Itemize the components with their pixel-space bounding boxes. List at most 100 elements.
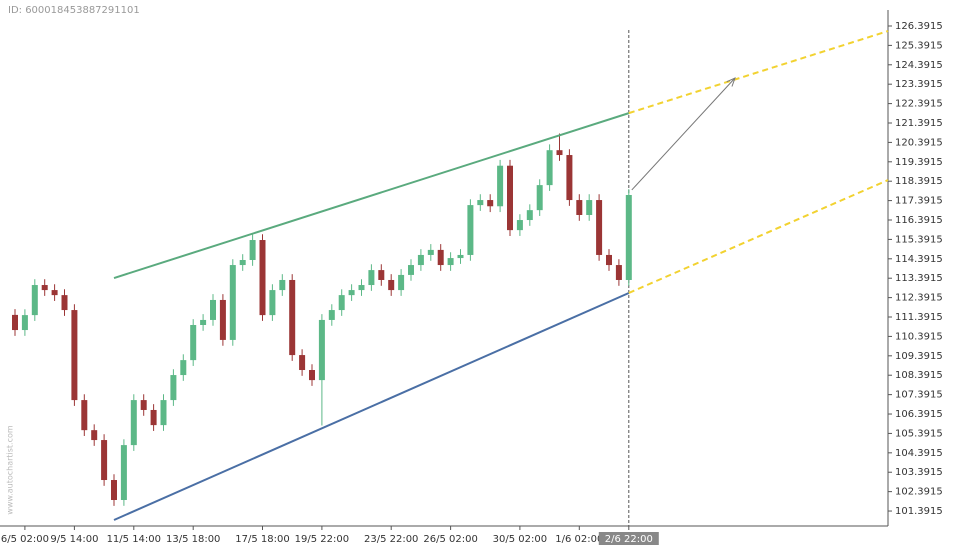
y-tick-label: 108.3915 — [895, 370, 943, 381]
y-tick-label: 112.3915 — [895, 293, 943, 304]
x-label-highlight — [598, 532, 659, 545]
y-tick-label: 110.3915 — [895, 331, 943, 342]
candle-body — [398, 274, 405, 291]
candle-body — [408, 265, 414, 275]
candle-body — [358, 285, 365, 291]
candle-body — [12, 314, 18, 331]
candle-body — [170, 375, 177, 401]
candle-body — [210, 299, 216, 320]
projection-lower — [628, 179, 889, 294]
x-tick-label: 2/6 22:00 — [605, 534, 653, 545]
candle-body — [279, 279, 286, 291]
candle-body — [111, 480, 117, 501]
x-tick-label: 6/5 02:00 — [1, 534, 49, 545]
candle-body — [497, 165, 504, 207]
candle-body — [368, 270, 375, 286]
x-tick-label: 23/5 22:00 — [364, 534, 418, 545]
candle-body — [309, 370, 315, 381]
candle-body — [507, 165, 513, 231]
candle-body — [378, 270, 385, 280]
target-arrow — [631, 77, 736, 191]
y-tick-label: 116.3915 — [895, 215, 943, 226]
candle-body — [130, 400, 137, 446]
x-tick-label: 26/5 02:00 — [423, 534, 477, 545]
y-tick-label: 103.3915 — [895, 467, 943, 478]
y-tick-label: 118.3915 — [895, 176, 943, 187]
candle-body — [447, 258, 454, 266]
x-tick-label: 17/5 18:00 — [235, 534, 289, 545]
x-tick-label: 9/5 14:00 — [50, 534, 98, 545]
candle-body — [388, 279, 395, 291]
x-tick-label: 13/5 18:00 — [166, 534, 220, 545]
y-tick-label: 126.3915 — [895, 21, 943, 32]
y-tick-label: 122.3915 — [895, 99, 943, 110]
y-tick-label: 120.3915 — [895, 137, 943, 148]
candle-body — [299, 355, 306, 371]
x-tick-label: 11/5 14:00 — [107, 534, 161, 545]
y-tick-label: 113.3915 — [895, 273, 943, 284]
candle-body — [219, 299, 226, 340]
x-tick-label: 30/5 02:00 — [493, 534, 547, 545]
candle-body — [546, 150, 553, 186]
candle-body — [328, 310, 335, 320]
watermark: www.autochartist.com — [6, 425, 15, 515]
candle-body — [61, 295, 68, 311]
candle-body — [229, 265, 236, 340]
projection-upper — [628, 30, 889, 115]
candle-body — [190, 324, 197, 361]
candle-body — [91, 430, 98, 441]
candle-body — [140, 400, 147, 410]
candle-body — [269, 290, 276, 316]
candle-body — [477, 200, 484, 206]
candle-body — [596, 200, 603, 255]
candle-body — [259, 240, 266, 316]
candle-body — [417, 254, 424, 266]
y-tick-label: 119.3915 — [895, 157, 943, 168]
candle-body — [487, 200, 494, 207]
candle-body — [606, 254, 612, 266]
y-tick-label: 104.3915 — [895, 448, 943, 459]
candle-body — [41, 285, 48, 291]
candle-body — [81, 400, 88, 431]
candle-body — [576, 200, 583, 215]
candle-body — [526, 210, 533, 221]
candle-body — [338, 295, 345, 311]
y-tick-label: 109.3915 — [895, 351, 943, 362]
arrow-head — [726, 77, 736, 87]
candle-body — [31, 285, 38, 316]
candle-body — [586, 200, 593, 215]
candle-body — [457, 254, 464, 259]
candle-body — [289, 279, 296, 356]
y-tick-label: 117.3915 — [895, 196, 943, 207]
candle-body — [51, 290, 58, 296]
candle-body — [318, 319, 325, 381]
candle-body — [625, 195, 632, 280]
y-tick-label: 124.3915 — [895, 60, 943, 71]
y-tick-label: 106.3915 — [895, 409, 943, 420]
candle-body — [71, 310, 78, 401]
candle-body — [615, 265, 622, 280]
candle-body — [180, 360, 187, 376]
y-tick-label: 102.3915 — [895, 487, 943, 498]
candle-body — [239, 260, 246, 266]
y-tick-label: 114.3915 — [895, 254, 943, 265]
chart-id: ID: 600018453887291101 — [8, 5, 140, 16]
y-tick-label: 125.3915 — [895, 40, 943, 51]
candle-body — [160, 400, 167, 426]
candle-body — [437, 249, 444, 266]
candle-body — [120, 445, 127, 501]
candle-body — [249, 240, 256, 261]
y-tick-label: 105.3915 — [895, 428, 943, 439]
candle-body — [516, 220, 523, 231]
y-tick-label: 107.3915 — [895, 390, 943, 401]
candle-body — [566, 155, 573, 201]
y-tick-label: 101.3915 — [895, 506, 943, 517]
resistance-line — [113, 112, 630, 279]
candle-body — [21, 315, 28, 331]
candle-body — [101, 440, 108, 481]
y-tick-label: 111.3915 — [895, 312, 943, 323]
candle-body — [150, 409, 157, 426]
y-tick-label: 115.3915 — [895, 234, 943, 245]
x-tick-label: 19/5 22:00 — [295, 534, 349, 545]
